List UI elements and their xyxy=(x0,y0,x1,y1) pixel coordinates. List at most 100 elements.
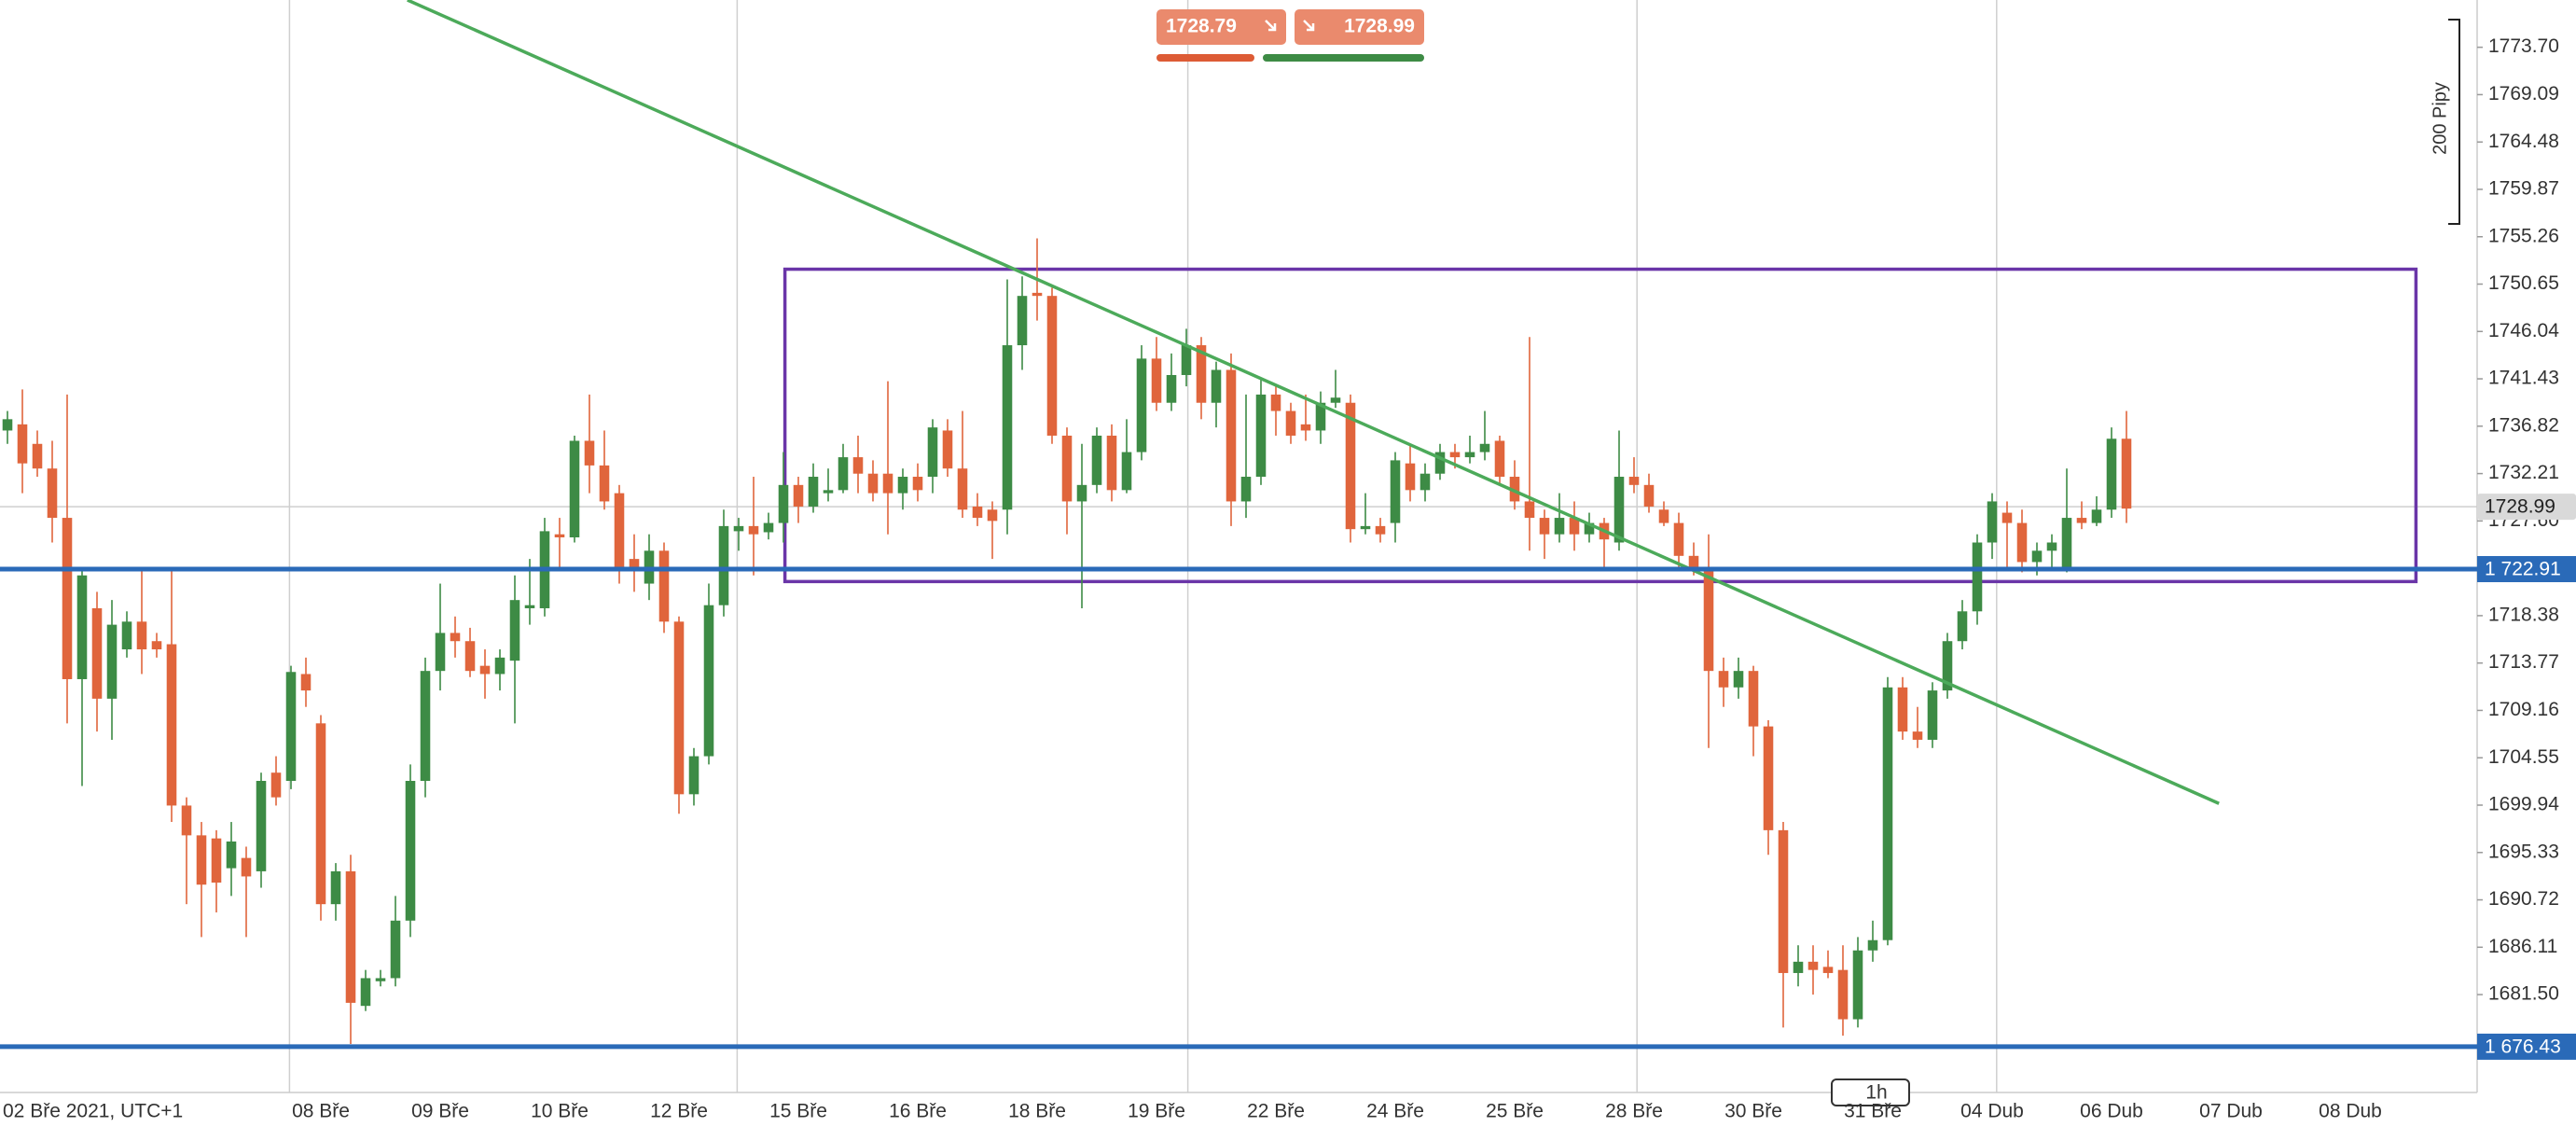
candle-body xyxy=(1002,345,1013,510)
buy-button[interactable] xyxy=(1295,9,1424,45)
candle-body xyxy=(1390,460,1401,523)
y-tick-label: 1741.43 xyxy=(2488,368,2559,389)
candle-body xyxy=(435,633,446,672)
y-tick-label: 1769.09 xyxy=(2488,83,2559,104)
candle-body xyxy=(1942,641,1953,691)
ask-price: 1728.99 xyxy=(1344,16,1415,37)
candle-body xyxy=(1972,542,1983,612)
sell-button[interactable] xyxy=(1156,9,1286,45)
candle-body xyxy=(1643,484,1655,507)
candle-body xyxy=(718,525,729,605)
candle-body xyxy=(838,457,849,491)
candle-body xyxy=(793,484,804,507)
candle-body xyxy=(2076,518,2087,523)
candle-body xyxy=(957,468,968,510)
candle-body xyxy=(1524,501,1535,519)
candle-body xyxy=(211,838,222,884)
x-tick-label: 22 Bře xyxy=(1247,1101,1305,1122)
pip-scale-label: 200 Pipy xyxy=(2430,82,2450,155)
candle-body xyxy=(17,424,28,464)
candle-body xyxy=(420,671,431,782)
candle-body xyxy=(1688,555,1699,567)
candle-body xyxy=(763,522,774,533)
candle-body xyxy=(2046,542,2057,551)
y-tick-label: 1686.11 xyxy=(2488,936,2557,957)
trade-buttons: 1728.79 1728.99 xyxy=(1156,9,1424,62)
candle-body xyxy=(972,506,983,519)
candle-body xyxy=(1822,967,1834,973)
candle-body xyxy=(1240,477,1252,502)
candle-body xyxy=(360,978,371,1007)
x-tick-label: 12 Bře xyxy=(650,1101,708,1122)
candle-body xyxy=(1763,726,1774,830)
candle-body xyxy=(1539,518,1550,535)
timeframe-button[interactable] xyxy=(1831,1078,1910,1106)
candle-body xyxy=(1837,969,1849,1020)
candle-body xyxy=(1360,525,1371,530)
range-rectangle xyxy=(782,267,2418,584)
candle-body xyxy=(285,672,297,782)
y-tick-label: 1713.77 xyxy=(2488,651,2559,673)
current-price-label: 1728.99 xyxy=(2485,496,2555,518)
candle-body xyxy=(1882,687,1893,940)
candle-body xyxy=(867,473,879,494)
candle-body xyxy=(1733,671,1744,688)
y-tick-label: 1699.94 xyxy=(2488,794,2559,815)
candle-body xyxy=(1748,671,1759,727)
candle-body xyxy=(1181,345,1192,375)
candle-body xyxy=(256,781,267,871)
candle-body xyxy=(1658,509,1669,523)
candle-body xyxy=(2001,512,2013,523)
pip-bracket xyxy=(2448,19,2460,225)
current-price-tag xyxy=(2477,494,2576,521)
candle-body xyxy=(270,772,282,798)
candle-body xyxy=(2091,509,2102,523)
candle-body xyxy=(823,490,834,494)
candle-body xyxy=(47,468,58,519)
buy-bar xyxy=(1263,54,1424,62)
candle-body xyxy=(1315,402,1326,431)
candle-body xyxy=(494,657,506,675)
candle-body xyxy=(1927,690,1938,740)
candle-body xyxy=(524,605,535,608)
candle-body xyxy=(1196,345,1207,403)
candle-body xyxy=(315,723,326,905)
candle-body xyxy=(1718,671,1729,688)
candle-body xyxy=(1852,950,1863,1020)
candle-body xyxy=(927,427,938,478)
x-tick-label: 09 Bře xyxy=(411,1101,469,1122)
x-tick-label: 07 Dub xyxy=(2199,1101,2263,1122)
candle-body xyxy=(1987,501,1998,543)
x-tick-label: 19 Bře xyxy=(1128,1101,1185,1122)
candle-body xyxy=(1136,358,1147,452)
x-tick-label: 08 Bře xyxy=(292,1101,350,1122)
x-tick-label: 06 Dub xyxy=(2080,1101,2143,1122)
candle-body xyxy=(1494,440,1505,478)
x-tick-label: 25 Bře xyxy=(1486,1101,1544,1122)
candle-body xyxy=(226,841,237,869)
x-tick-label: 10 Bře xyxy=(531,1101,589,1122)
y-tick-label: 1704.55 xyxy=(2488,746,2559,768)
candle-body xyxy=(241,857,252,877)
candle-body xyxy=(1345,402,1356,530)
y-tick-label: 1759.87 xyxy=(2488,178,2559,200)
candle-body xyxy=(2031,550,2043,563)
candle-body xyxy=(1106,435,1117,491)
bid-price: 1728.79 xyxy=(1166,16,1237,37)
candle-body xyxy=(1300,424,1311,431)
candle-body xyxy=(1166,374,1177,403)
candle-body xyxy=(1479,443,1490,452)
candle-body xyxy=(1434,452,1446,474)
candle-body xyxy=(121,621,132,650)
candle-body xyxy=(658,550,670,622)
candle-body xyxy=(703,605,714,757)
candle-body xyxy=(1449,452,1461,458)
candle-body xyxy=(1226,369,1237,502)
candle-body xyxy=(76,575,88,679)
candle-body xyxy=(629,559,640,567)
candle-body xyxy=(1121,452,1132,491)
x-tick-label: 16 Bře xyxy=(889,1101,947,1122)
level-tag xyxy=(2477,1033,2576,1060)
level-tag xyxy=(2477,556,2576,583)
